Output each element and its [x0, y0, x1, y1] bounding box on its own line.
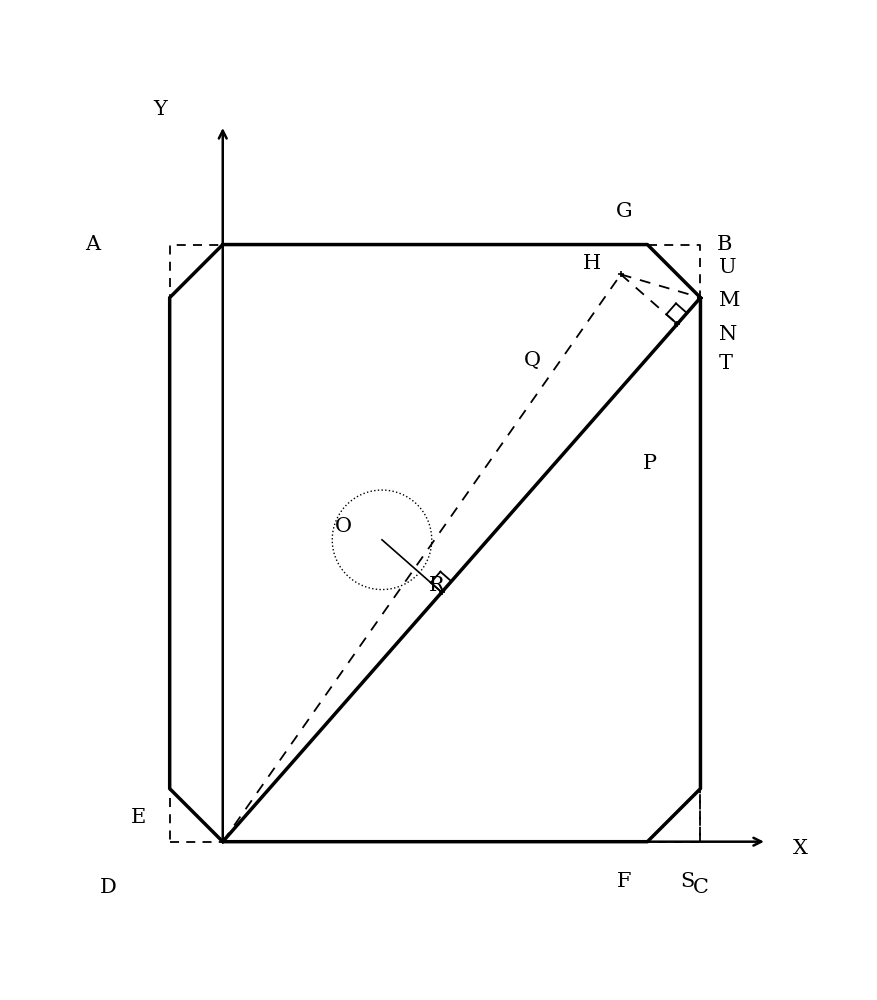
Text: R: R — [429, 576, 444, 595]
Text: G: G — [616, 202, 632, 221]
Text: S: S — [680, 872, 695, 891]
Text: P: P — [644, 454, 658, 473]
Text: X: X — [794, 839, 809, 858]
Text: F: F — [617, 872, 631, 891]
Text: O: O — [335, 517, 353, 536]
Text: C: C — [693, 878, 709, 897]
Text: B: B — [717, 235, 732, 254]
Text: T: T — [719, 354, 733, 373]
Text: U: U — [719, 258, 737, 277]
Text: N: N — [719, 325, 738, 344]
Text: D: D — [100, 878, 117, 897]
Text: E: E — [132, 808, 146, 827]
Text: H: H — [583, 254, 601, 273]
Text: A: A — [85, 235, 100, 254]
Text: Y: Y — [153, 100, 167, 119]
Text: M: M — [719, 291, 740, 310]
Text: Q: Q — [524, 351, 541, 370]
